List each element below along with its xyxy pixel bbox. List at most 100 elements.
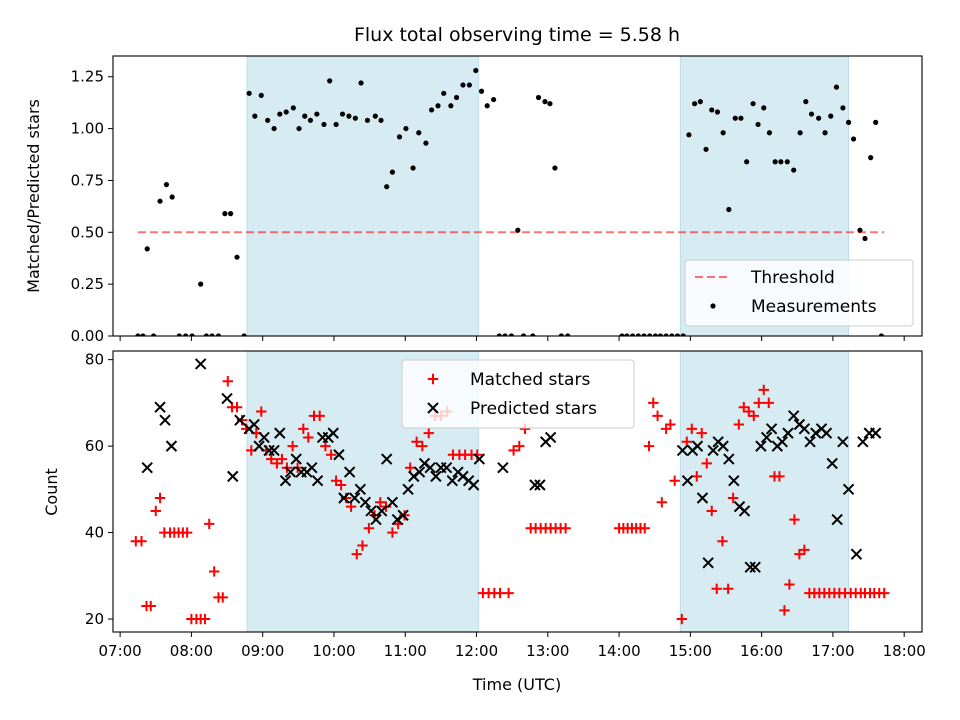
measurement-point [840, 105, 846, 111]
measurement-point [744, 159, 750, 165]
matched-star-point [789, 514, 800, 525]
measurement-point [448, 103, 454, 109]
measurement-point [515, 227, 521, 233]
predicted-star-point [165, 440, 178, 452]
matched-star-point [763, 397, 774, 409]
measurement-point [862, 235, 868, 242]
measurement-point [635, 333, 641, 336]
matched-star-point [181, 527, 193, 538]
bottom-panel: 20 40 60 80 07:00 08:00 09:00 10:00 11:00 12:00 13… [85, 350, 926, 660]
measurement-point [791, 167, 797, 173]
measurement-point [772, 159, 778, 165]
measurement-point [209, 333, 215, 336]
predicted-star-point [386, 496, 399, 509]
measurement-point [473, 67, 479, 74]
matched-star-point [345, 501, 357, 512]
bottom-x-tick-label: 13:00 [526, 642, 569, 660]
matched-star-point [209, 566, 220, 577]
measurement-point [478, 88, 485, 94]
measurement-point [410, 165, 416, 171]
measurement-point [647, 333, 653, 336]
matched-star-point [652, 410, 663, 422]
predicted-star-point [440, 462, 453, 474]
predicted-star-point [253, 440, 265, 452]
measurement-point [709, 107, 715, 113]
measurement-point [234, 254, 240, 260]
top-legend: Threshold Measurements [684, 259, 914, 327]
measurement-point [692, 101, 698, 107]
measurement-point [157, 198, 163, 204]
measurement-point [176, 333, 182, 336]
measurement-point [833, 84, 840, 90]
bottom-shaded-interval-1 [679, 350, 850, 633]
predicted-star-point [691, 440, 704, 452]
matched-star-point [758, 384, 769, 396]
measurement-point [290, 105, 296, 111]
bottom-axes-frame [112, 350, 923, 633]
bottom-legend-box [401, 359, 635, 429]
bottom-y-tick-label: 40 [85, 524, 104, 542]
matched-star-point [256, 406, 267, 417]
measurement-point [241, 333, 247, 336]
measurement-point [339, 111, 346, 117]
measurement-point [384, 184, 390, 190]
measurement-point [314, 111, 320, 117]
predicted-star-point [707, 444, 719, 457]
predicted-star-point [279, 474, 292, 487]
matched-star-point [335, 479, 347, 491]
predicted-star-point [798, 423, 811, 435]
predicted-star-point [327, 427, 339, 439]
matched-star-point [266, 453, 277, 465]
predicted-star-point [842, 483, 855, 496]
measurement-point [163, 181, 170, 188]
measurement-point [277, 111, 283, 117]
x-axis-label: Time (UTC) [472, 675, 561, 694]
legend-matched-swatch [427, 373, 439, 385]
matched-star-point [514, 440, 525, 452]
predicted-star-point [696, 492, 709, 504]
predicted-star-point [728, 474, 740, 487]
matched-star-point [217, 592, 228, 603]
predicted-star-point [702, 557, 714, 569]
matched-star-point [417, 440, 428, 452]
measurement-point [228, 211, 234, 217]
predicted-star-point [744, 561, 756, 573]
matched-star-point [722, 583, 734, 594]
predicted-star-point [749, 561, 761, 573]
measurement-point [327, 78, 333, 84]
matched-star-point [656, 497, 668, 508]
predicted-star-point [534, 479, 546, 491]
chart-title: Flux total observing time = 5.58 h [354, 24, 680, 46]
predicted-star-point [354, 483, 367, 496]
measurement-point [535, 94, 542, 101]
measurement-point [307, 117, 314, 123]
measurement-point [797, 130, 803, 136]
matched-star-point [154, 492, 166, 504]
top-legend-box [684, 259, 914, 327]
measurement-point [558, 333, 564, 336]
measurement-point [246, 90, 252, 96]
measurement-point [732, 115, 738, 121]
measurement-point [520, 333, 527, 336]
measurement-point [435, 103, 441, 109]
measurement-point [552, 165, 558, 171]
measurement-point [189, 333, 195, 336]
matched-star-point [648, 397, 659, 409]
measurement-point [703, 146, 709, 152]
predicted-star-point [755, 440, 767, 452]
matched-star-point [145, 600, 156, 612]
measurement-point [144, 246, 150, 252]
measurement-point [530, 333, 536, 336]
matched-star-point [696, 427, 707, 439]
measurement-point [346, 113, 352, 119]
predicted-star-point [194, 358, 207, 370]
measurement-point [333, 121, 339, 128]
measurement-point [508, 333, 515, 336]
measurement-point [389, 169, 396, 175]
measurement-point [641, 333, 647, 336]
matched-star-point [363, 523, 375, 534]
measurement-point [766, 130, 773, 136]
measurement-point [203, 333, 209, 336]
matched-star-point [733, 419, 745, 430]
